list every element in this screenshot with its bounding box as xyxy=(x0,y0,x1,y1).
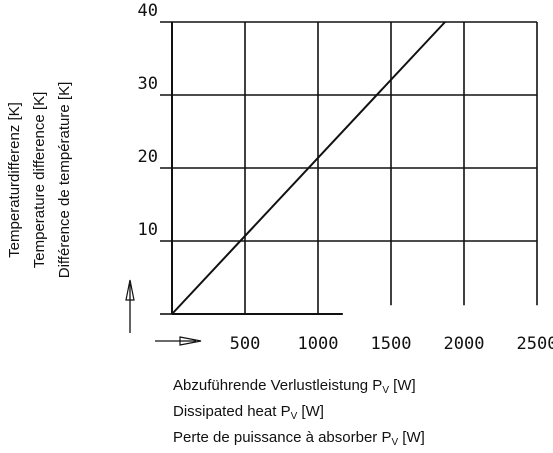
x-label-unit-3: [W] xyxy=(398,429,425,446)
x-label-unit-1: [W] xyxy=(388,377,416,394)
y-axis-arrow-head xyxy=(125,279,135,301)
x-tick-label-0: 500 xyxy=(230,334,261,354)
y-tick-label-2: 30 xyxy=(138,74,158,94)
y-tick-label-1: 20 xyxy=(138,147,158,167)
x-tick-label-2: 1500 xyxy=(371,334,412,354)
series-layer xyxy=(171,21,446,315)
x-label-sub-1: V xyxy=(382,385,389,396)
x-label-text-1: Abzuführende Verlustleistung P xyxy=(173,377,383,394)
x-tick-label-4: 2500 xyxy=(517,334,553,354)
y-axis-label-line-1: Temperaturdifferenz [K] xyxy=(6,102,23,258)
x-axis-label: Abzuführende Verlustleistung PV [W] Diss… xyxy=(173,375,425,453)
y-axis-label-line-2: Temperature difference [K] xyxy=(31,92,48,268)
x-tick-label-3: 2000 xyxy=(444,334,485,354)
x-axis-label-line-3: Perte de puissance à absorber PV [W] xyxy=(173,427,425,453)
x-label-text-2: Dissipated heat P xyxy=(173,403,291,420)
x-axis-label-line-2: Dissipated heat PV [W] xyxy=(173,401,425,427)
y-ticks: 10 20 30 40 xyxy=(138,1,158,240)
x-ticks: 500 1000 1500 2000 2500 xyxy=(230,334,553,354)
x-label-text-3: Perte de puissance à absorber P xyxy=(173,429,392,446)
y-axis-label: Temperaturdifferenz [K] Temperature diffe… xyxy=(6,82,73,279)
grid xyxy=(160,21,538,315)
x-axis-arrow-head xyxy=(179,336,202,346)
x-tick-label-1: 1000 xyxy=(298,334,339,354)
y-tick-label-3: 40 xyxy=(138,1,158,21)
y-tick-label-0: 10 xyxy=(138,220,158,240)
y-axis-label-line-3: Différence de température [K] xyxy=(56,82,73,279)
axis-arrows xyxy=(125,279,202,346)
x-label-unit-2: [W] xyxy=(297,403,324,420)
series-line-0 xyxy=(171,21,446,315)
x-axis-label-line-1: Abzuführende Verlustleistung PV [W] xyxy=(173,375,425,401)
x-label-sub-3: V xyxy=(391,437,399,448)
x-label-sub-2: V xyxy=(290,411,298,422)
